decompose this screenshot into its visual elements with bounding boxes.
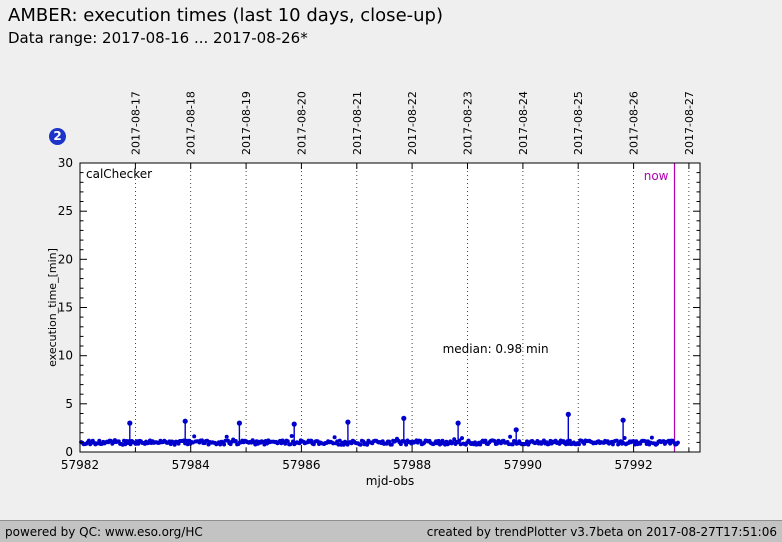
svg-text:2017-08-22: 2017-08-22 — [406, 91, 419, 155]
svg-text:2017-08-18: 2017-08-18 — [185, 91, 198, 155]
svg-text:15: 15 — [58, 301, 73, 315]
svg-text:2017-08-27: 2017-08-27 — [683, 91, 696, 155]
svg-text:57984: 57984 — [172, 458, 210, 472]
x-axis-label: mjd-obs — [366, 474, 414, 488]
svg-text:57990: 57990 — [504, 458, 542, 472]
svg-text:57986: 57986 — [282, 458, 320, 472]
svg-text:2017-08-26: 2017-08-26 — [628, 91, 641, 155]
svg-text:5: 5 — [65, 397, 73, 411]
footer-credit-right: created by trendPlotter v3.7beta on 2017… — [426, 524, 777, 539]
svg-text:57988: 57988 — [393, 458, 431, 472]
dataset-label: calChecker — [86, 167, 152, 181]
axis-ticks — [79, 162, 700, 453]
svg-text:20: 20 — [58, 252, 73, 266]
svg-text:2017-08-19: 2017-08-19 — [240, 91, 253, 155]
median-label: median: 0.98 min — [443, 342, 549, 356]
svg-text:57992: 57992 — [615, 458, 653, 472]
data-points — [79, 411, 680, 447]
page-title: AMBER: execution times (last 10 days, cl… — [8, 5, 443, 26]
svg-text:10: 10 — [58, 349, 73, 363]
date-grid: 2017-08-17 2017-08-18 2017-08-19 2017-08-20… — [129, 91, 696, 452]
svg-text:2017-08-21: 2017-08-21 — [351, 91, 364, 155]
footer: powered by QC: www.eso.org/HC created by… — [0, 520, 782, 542]
y-axis-label: execution_time_[min] — [46, 248, 59, 367]
svg-text:0: 0 — [65, 445, 73, 459]
footer-credit-left: powered by QC: www.eso.org/HC — [5, 524, 203, 539]
svg-text:2017-08-23: 2017-08-23 — [462, 91, 475, 155]
svg-text:30: 30 — [58, 156, 73, 170]
plot-index-badge: 2 — [49, 128, 66, 145]
svg-text:2017-08-25: 2017-08-25 — [572, 91, 585, 155]
now-label: now — [644, 169, 669, 183]
svg-text:57982: 57982 — [61, 458, 99, 472]
svg-text:2017-08-24: 2017-08-24 — [517, 91, 530, 155]
svg-text:25: 25 — [58, 204, 73, 218]
data-range-subtitle: Data range: 2017-08-16 ... 2017-08-26* — [8, 29, 308, 47]
svg-text:2017-08-20: 2017-08-20 — [295, 91, 308, 155]
svg-text:2017-08-17: 2017-08-17 — [129, 91, 142, 155]
tick-labels: 57982 57984 57986 57988 57990 57992 0 5 10 15 20 25… — [58, 156, 653, 472]
